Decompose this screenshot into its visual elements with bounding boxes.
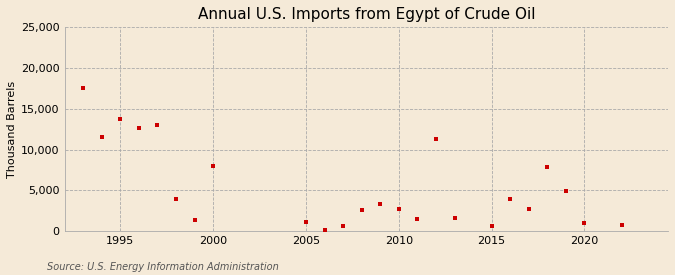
Point xyxy=(189,218,200,222)
Point xyxy=(523,207,534,211)
Point xyxy=(505,197,516,202)
Title: Annual U.S. Imports from Egypt of Crude Oil: Annual U.S. Imports from Egypt of Crude … xyxy=(198,7,535,22)
Point xyxy=(319,227,330,232)
Point xyxy=(542,164,553,169)
Point xyxy=(115,116,126,121)
Point xyxy=(208,164,219,168)
Y-axis label: Thousand Barrels: Thousand Barrels xyxy=(7,81,17,178)
Point xyxy=(449,216,460,220)
Point xyxy=(356,208,367,212)
Point xyxy=(560,189,571,193)
Point xyxy=(78,86,88,90)
Point xyxy=(171,196,182,201)
Point xyxy=(431,137,441,141)
Point xyxy=(338,224,348,229)
Point xyxy=(486,224,497,229)
Point xyxy=(300,220,311,224)
Point xyxy=(412,217,423,221)
Point xyxy=(375,202,385,207)
Text: Source: U.S. Energy Information Administration: Source: U.S. Energy Information Administ… xyxy=(47,262,279,272)
Point xyxy=(616,223,627,228)
Point xyxy=(134,125,144,130)
Point xyxy=(579,221,590,225)
Point xyxy=(394,207,404,211)
Point xyxy=(152,123,163,127)
Point xyxy=(97,135,107,140)
